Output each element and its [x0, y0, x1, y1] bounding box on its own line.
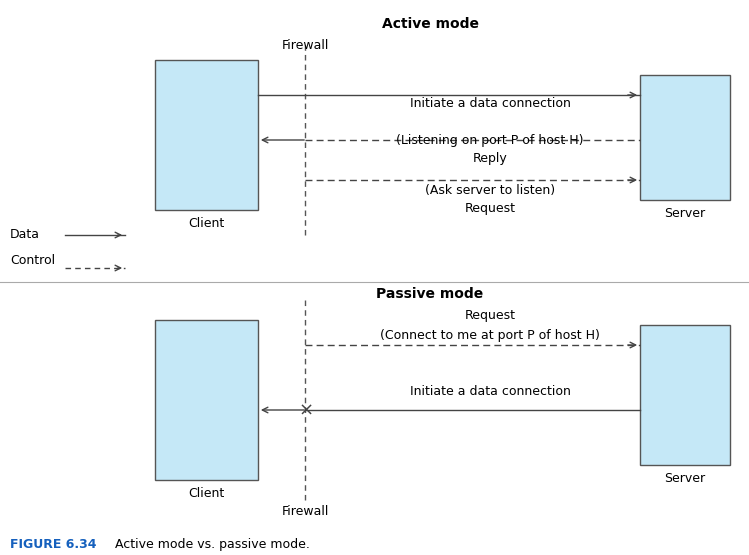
Text: Client: Client	[188, 487, 224, 500]
Text: Server: Server	[664, 207, 706, 220]
Bar	[640, 75, 730, 200]
Text: (Ask server to listen): (Ask server to listen)	[425, 184, 555, 197]
Text: Initiate a data connection: Initiate a data connection	[410, 385, 571, 398]
Bar	[155, 60, 258, 210]
Text: Data: Data	[10, 229, 40, 241]
Text: Active mode vs. passive mode.: Active mode vs. passive mode.	[107, 538, 310, 551]
Text: Request: Request	[464, 202, 515, 215]
Text: Firewall: Firewall	[282, 505, 329, 518]
Text: Server: Server	[664, 472, 706, 485]
Text: Reply: Reply	[473, 152, 507, 165]
Bar	[155, 320, 258, 480]
Text: FIGURE 6.34: FIGURE 6.34	[10, 538, 97, 551]
Text: (Connect to me at port P of host H): (Connect to me at port P of host H)	[380, 329, 600, 342]
Text: $\times$: $\times$	[297, 401, 312, 419]
Bar	[640, 325, 730, 465]
Text: Firewall: Firewall	[282, 39, 329, 52]
Text: Passive mode: Passive mode	[377, 287, 484, 301]
Text: Control: Control	[10, 254, 55, 266]
Text: (Listening on port P of host H): (Listening on port P of host H)	[396, 134, 583, 147]
Text: Client: Client	[188, 217, 224, 230]
Text: Active mode: Active mode	[381, 17, 479, 31]
Text: Initiate a data connection: Initiate a data connection	[410, 97, 571, 110]
Text: Request: Request	[464, 309, 515, 322]
